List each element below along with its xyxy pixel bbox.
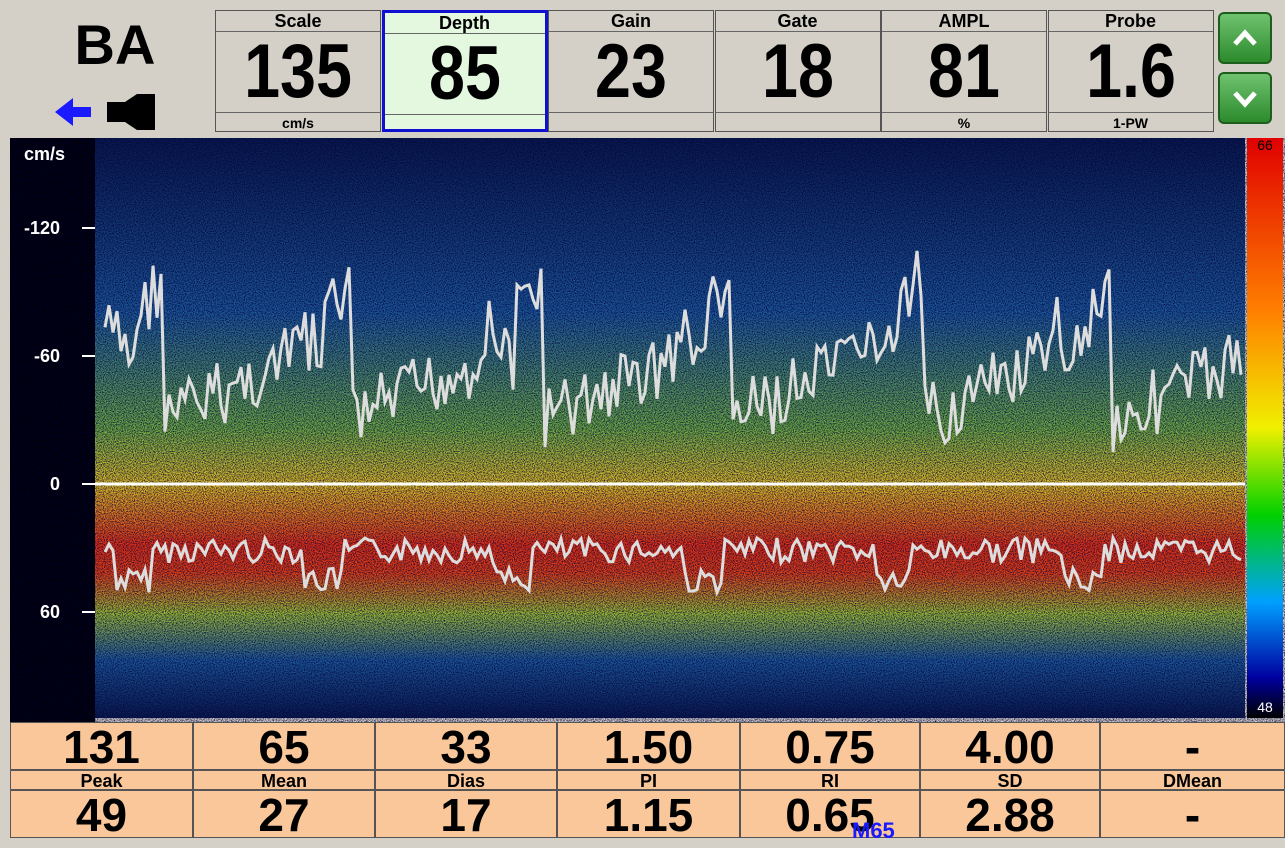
measurement-value: - <box>1100 790 1285 838</box>
overlay-label: M65 <box>852 818 895 844</box>
control-value: 18 <box>728 32 867 112</box>
control-unit: 1-PW <box>1049 112 1213 133</box>
control-unit <box>549 112 713 133</box>
measurement-value: 1.15 <box>557 790 740 838</box>
measurement-value: 17 <box>375 790 557 838</box>
control-value: 81 <box>894 32 1033 112</box>
control-value: 85 <box>397 34 533 114</box>
velocity-tick-label: 0 <box>50 474 60 494</box>
axis-unit: cm/s <box>24 144 65 164</box>
measurement-value: 33 <box>375 722 557 770</box>
control-unit: cm/s <box>216 112 380 133</box>
velocity-tick-label: -120 <box>24 218 60 238</box>
measurement-label: RI <box>740 770 920 790</box>
velocity-tick-label: -60 <box>34 346 60 366</box>
measurement-value: - <box>1100 722 1285 770</box>
color-scale-top: 66 <box>1257 138 1273 153</box>
measurement-value: 65 <box>193 722 375 770</box>
control-value: 1.6 <box>1061 32 1200 112</box>
measurement-value: 4.00 <box>920 722 1100 770</box>
measurement-value: 27 <box>193 790 375 838</box>
measurement-value: 0.75 <box>740 722 920 770</box>
measurement-label: SD <box>920 770 1100 790</box>
color-scale <box>1247 138 1283 718</box>
probe-direction-icon <box>55 92 165 132</box>
control-unit <box>385 114 545 135</box>
up-button[interactable] <box>1218 12 1272 64</box>
measurement-label: Mean <box>193 770 375 790</box>
control-value: 23 <box>561 32 700 112</box>
control-unit: % <box>882 112 1046 133</box>
control-value: 135 <box>228 32 367 112</box>
measurement-value: 2.88 <box>920 790 1100 838</box>
control-unit <box>716 112 880 133</box>
doppler-screen: BA Scale135cm/sDepth85Gain23Gate18AMPL81… <box>0 0 1285 848</box>
measurement-label: Peak <box>10 770 193 790</box>
measurement-value: 1.50 <box>557 722 740 770</box>
measurement-value: 131 <box>10 722 193 770</box>
measurement-value: 49 <box>10 790 193 838</box>
spectrum-display: cm/s 66 48 -120 -60 0 60 <box>10 138 1285 722</box>
velocity-tick-label: 60 <box>40 602 60 622</box>
down-button[interactable] <box>1218 72 1272 124</box>
measurement-label: Dias <box>375 770 557 790</box>
measurement-label: DMean <box>1100 770 1285 790</box>
vessel-label: BA <box>40 12 190 77</box>
color-scale-bottom: 48 <box>1257 699 1273 715</box>
measurement-label: PI <box>557 770 740 790</box>
spectrogram-texture <box>95 138 1245 718</box>
